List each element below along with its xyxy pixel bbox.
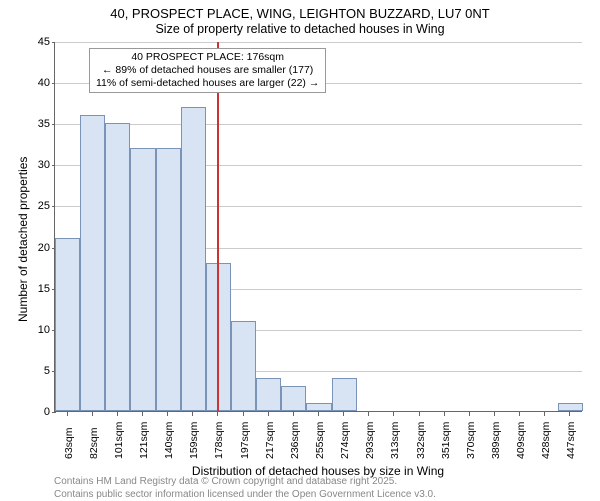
x-tick <box>494 412 495 416</box>
x-tick <box>368 412 369 416</box>
histogram-bar <box>130 148 155 411</box>
x-tick <box>519 412 520 416</box>
y-tick <box>52 412 56 413</box>
x-tick-label: 236sqm <box>289 422 301 459</box>
x-tick-label: 217sqm <box>264 422 276 459</box>
x-tick <box>419 412 420 416</box>
x-tick-label: 255sqm <box>314 422 326 459</box>
histogram-bar <box>558 403 583 411</box>
x-tick <box>569 412 570 416</box>
reference-line <box>217 42 219 411</box>
x-tick <box>444 412 445 416</box>
y-tick-label: 30 <box>38 159 50 171</box>
y-tick-label: 15 <box>38 283 50 295</box>
x-tick-label: 274sqm <box>339 422 351 459</box>
x-tick-label: 409sqm <box>515 422 527 459</box>
x-tick <box>293 412 294 416</box>
x-tick-label: 63sqm <box>63 427 75 459</box>
footer-attribution: Contains HM Land Registry data © Crown c… <box>54 476 436 501</box>
histogram-bar <box>156 148 181 411</box>
x-tick <box>393 412 394 416</box>
x-tick-label: 313sqm <box>389 422 401 459</box>
x-tick <box>142 412 143 416</box>
histogram-bar <box>231 321 256 411</box>
x-tick-label: 140sqm <box>163 422 175 459</box>
y-tick-label: 35 <box>38 118 50 130</box>
x-tick-label: 82sqm <box>88 427 100 459</box>
x-tick <box>92 412 93 416</box>
x-tick <box>192 412 193 416</box>
x-tick-label: 389sqm <box>490 422 502 459</box>
annotation-line2: ← 89% of detached houses are smaller (17… <box>96 64 319 77</box>
histogram-bar <box>281 386 306 411</box>
x-tick-label: 447sqm <box>565 422 577 459</box>
footer-line1: Contains HM Land Registry data © Crown c… <box>54 476 436 489</box>
x-tick-label: 101sqm <box>113 422 125 459</box>
x-tick <box>67 412 68 416</box>
histogram-bar <box>332 378 357 411</box>
histogram-bar <box>256 378 281 411</box>
histogram-bar <box>181 107 206 411</box>
annotation-line1: 40 PROSPECT PLACE: 176sqm <box>96 51 319 64</box>
x-tick <box>117 412 118 416</box>
gridline <box>55 42 582 43</box>
annotation-line3: 11% of semi-detached houses are larger (… <box>96 77 319 90</box>
x-tick <box>243 412 244 416</box>
x-tick <box>469 412 470 416</box>
x-tick-label: 121sqm <box>138 422 150 459</box>
plot-area: 40 PROSPECT PLACE: 176sqm ← 89% of detac… <box>54 42 582 412</box>
x-tick <box>217 412 218 416</box>
x-tick-label: 351sqm <box>440 422 452 459</box>
x-tick <box>268 412 269 416</box>
chart-title-sub: Size of property relative to detached ho… <box>0 22 600 36</box>
histogram-bar <box>105 123 130 411</box>
x-tick-label: 293sqm <box>364 422 376 459</box>
x-tick <box>167 412 168 416</box>
chart-title-main: 40, PROSPECT PLACE, WING, LEIGHTON BUZZA… <box>0 6 600 21</box>
x-tick-label: 428sqm <box>540 422 552 459</box>
x-tick-label: 370sqm <box>465 422 477 459</box>
x-tick <box>544 412 545 416</box>
annotation-box: 40 PROSPECT PLACE: 176sqm ← 89% of detac… <box>89 48 326 93</box>
histogram-bar <box>55 238 80 411</box>
chart-container: Number of detached properties 0510152025… <box>54 42 582 412</box>
histogram-bar <box>306 403 331 411</box>
x-tick-label: 178sqm <box>213 422 225 459</box>
y-tick-label: 25 <box>38 200 50 212</box>
y-tick-label: 20 <box>38 242 50 254</box>
y-tick-label: 5 <box>44 365 50 377</box>
x-tick-label: 332sqm <box>415 422 427 459</box>
gridline <box>55 124 582 125</box>
footer-line2: Contains public sector information licen… <box>54 489 436 501</box>
x-tick <box>318 412 319 416</box>
y-tick-label: 0 <box>44 406 50 418</box>
y-tick-label: 40 <box>38 77 50 89</box>
y-tick-label: 45 <box>38 36 50 48</box>
x-tick-label: 159sqm <box>188 422 200 459</box>
y-axis-title: Number of detached properties <box>16 157 30 322</box>
x-tick-label: 197sqm <box>239 422 251 459</box>
x-tick <box>343 412 344 416</box>
histogram-bar <box>80 115 105 411</box>
y-tick-label: 10 <box>38 324 50 336</box>
